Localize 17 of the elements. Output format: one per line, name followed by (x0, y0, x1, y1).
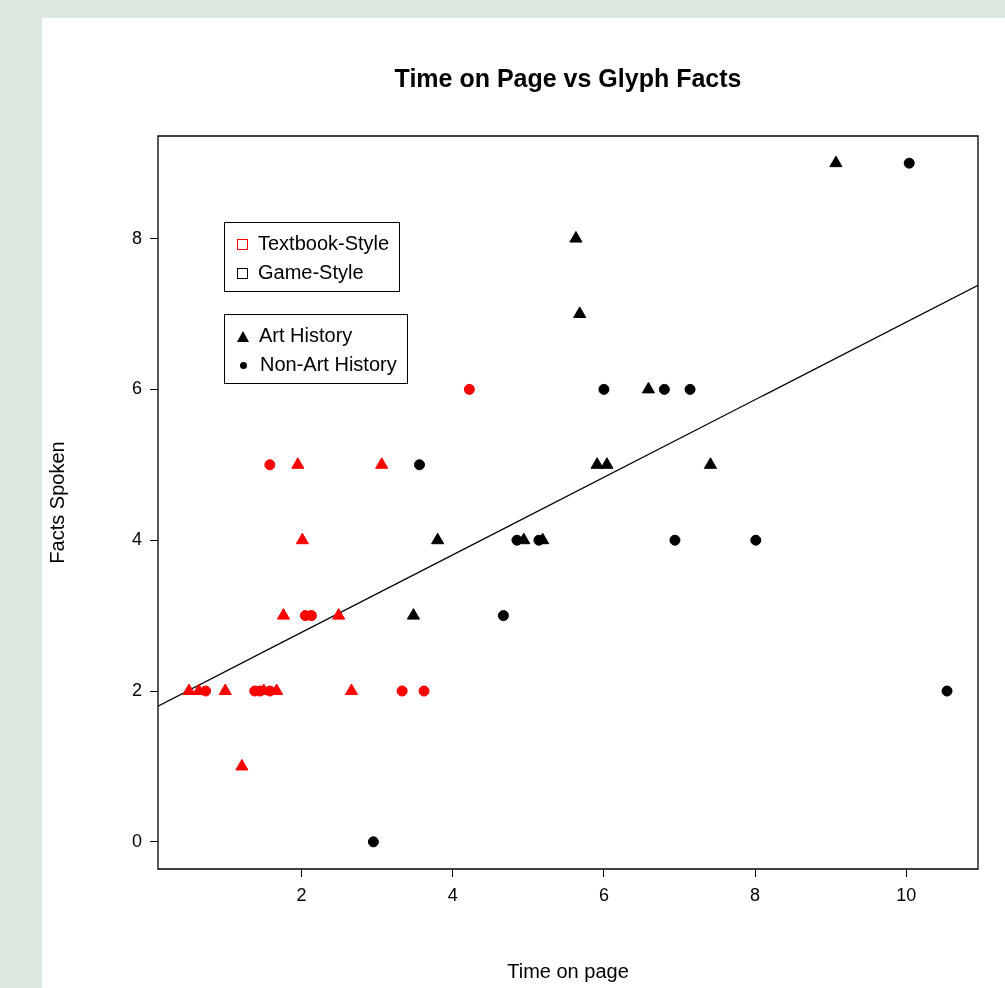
y-tick-label: 8 (131, 227, 142, 248)
y-tick-label: 2 (131, 680, 142, 700)
legend-label: Game-Style (258, 261, 364, 283)
legend-label: Art History (259, 324, 353, 346)
x-axis-title: Time on page (507, 959, 629, 982)
legend-label: Non-Art History (260, 353, 397, 375)
y-tick-label: 6 (131, 378, 142, 399)
x-tick-label: 4 (447, 884, 458, 905)
legend-label: Textbook-Style (258, 232, 390, 254)
y-tick-label: 4 (131, 529, 142, 550)
chart-title: Time on Page vs Glyph Facts (394, 63, 742, 92)
x-tick-label: 6 (598, 884, 609, 905)
y-axis-title: Facts Spoken (45, 441, 68, 564)
x-tick-label: 10 (896, 884, 917, 905)
x-tick-label: 8 (750, 884, 761, 905)
x-tick-label: 2 (296, 884, 307, 905)
y-tick-label: 0 (131, 830, 142, 851)
